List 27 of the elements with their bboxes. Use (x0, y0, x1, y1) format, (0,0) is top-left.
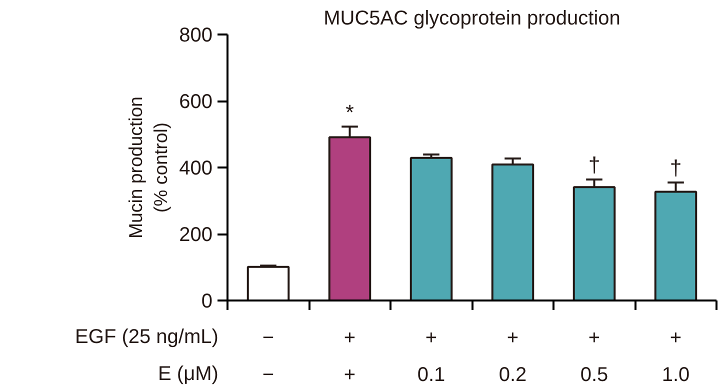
x-tick-label: 1.0 (662, 364, 690, 386)
x-tick-label: + (344, 364, 356, 386)
bar (410, 156, 453, 300)
y-tick-label: 600 (179, 91, 213, 113)
text: + (588, 327, 600, 350)
y-tick-label: 200 (179, 224, 213, 246)
y-tick-label: 800 (179, 24, 213, 46)
text: + (344, 327, 356, 350)
x-axis-title: E (μM) (158, 363, 218, 386)
text: − (262, 327, 274, 350)
chart-title: MUC5AC glycoprotein production (324, 8, 620, 30)
annotation: † (670, 156, 682, 180)
text: + (506, 327, 519, 350)
x-tick-label: 0.1 (417, 364, 446, 386)
text: + (425, 327, 438, 350)
annotation: † (588, 152, 600, 177)
y-axis-title: Mucin production (% control) (124, 96, 172, 239)
annotation: * (346, 100, 354, 124)
text: + (670, 327, 682, 350)
x-tick-label: 0.2 (498, 364, 527, 386)
bar (491, 164, 534, 300)
bar (246, 266, 290, 300)
x-tick-label: 0.5 (580, 364, 608, 386)
text: EGF (25 ng/mL) (75, 326, 218, 348)
y-tick-label: 0 (201, 290, 212, 312)
y-tick-label: 400 (179, 158, 213, 180)
x-tick-label: − (262, 364, 274, 386)
